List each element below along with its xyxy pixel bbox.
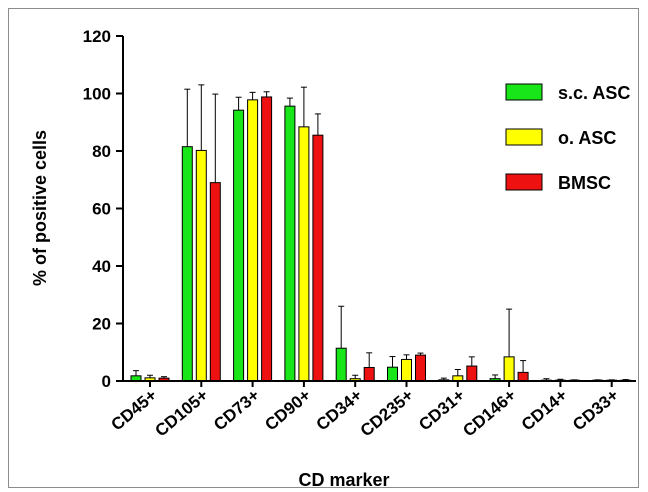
bar-o-asc	[247, 99, 259, 382]
legend-swatch	[505, 128, 543, 146]
x-tick-label: CD146+	[459, 385, 519, 440]
bar-group	[335, 305, 375, 382]
bar-group	[438, 356, 478, 382]
bar-o-asc	[401, 358, 412, 382]
x-axis-title: CD marker	[298, 470, 389, 490]
bar-o-asc	[503, 356, 515, 382]
legend-swatch	[505, 173, 543, 191]
y-tick-label: 120	[83, 27, 111, 46]
y-tick-label: 80	[92, 142, 111, 161]
bar-o-asc	[195, 149, 207, 382]
bar-bmsc	[517, 371, 529, 382]
y-tick-label: 100	[83, 85, 111, 104]
bar-o-asc	[298, 126, 310, 382]
bar-bmsc	[261, 96, 273, 382]
y-axis-title: % of positive cells	[30, 130, 50, 286]
bar-group	[284, 86, 324, 382]
x-tick-label: CD14+	[518, 385, 571, 434]
bar-group	[387, 352, 426, 382]
bar-bmsc	[209, 182, 221, 382]
y-tick-label: 40	[92, 257, 111, 276]
bar-s-c-asc	[284, 105, 296, 382]
bar-s-c-asc	[335, 347, 347, 382]
bar-group	[489, 308, 529, 382]
y-tick-label: 0	[102, 372, 111, 391]
x-tick-label: CD33+	[569, 385, 622, 434]
legend: s.c. ASC o. ASC BMSC	[505, 83, 630, 193]
bar-group	[181, 84, 221, 382]
bar-group	[233, 91, 273, 382]
bar-bmsc	[363, 366, 375, 382]
bar-s-c-asc	[387, 366, 398, 382]
x-tick-label: CD235+	[357, 385, 417, 440]
bar-group	[130, 370, 170, 382]
legend-label: BMSC	[558, 173, 611, 193]
legend-label: o. ASC	[558, 128, 616, 148]
x-tick-label: CD90+	[261, 385, 314, 434]
bar-bmsc	[415, 354, 426, 382]
legend-label: s.c. ASC	[558, 83, 630, 103]
y-tick-label: 20	[92, 315, 111, 334]
y-tick-label: 60	[92, 200, 111, 219]
bar-bmsc	[466, 365, 478, 382]
bar-bmsc	[312, 134, 324, 382]
bars-layer	[130, 84, 632, 382]
x-tick-label: CD73+	[210, 385, 263, 434]
y-ticks: 0 20 40 60 80 100 120	[83, 27, 123, 391]
bar-s-c-asc	[233, 109, 245, 382]
bar-s-c-asc	[181, 146, 193, 382]
x-ticks: CD45+CD105+CD73+CD90+CD34+CD235+CD31+CD1…	[107, 381, 622, 440]
legend-swatch	[505, 83, 543, 101]
x-tick-label: CD105+	[152, 385, 212, 440]
